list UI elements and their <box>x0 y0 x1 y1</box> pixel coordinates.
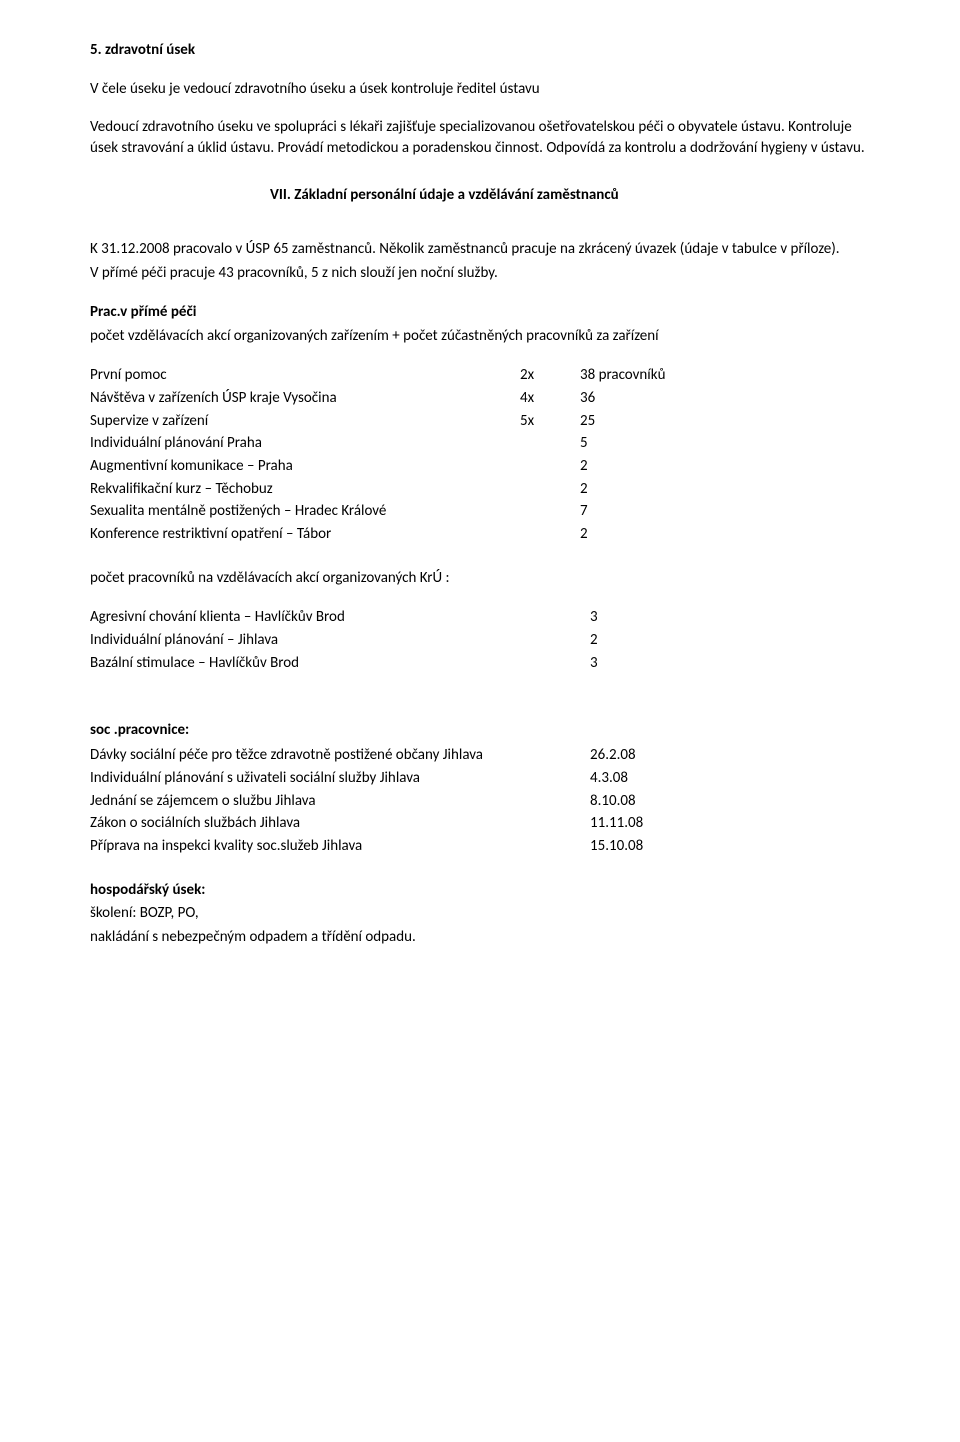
table-row: Bazální stimulace – Havlíčkův Brod 3 <box>90 652 870 675</box>
table-row: Augmentivní komunikace – Praha 2 <box>90 455 870 478</box>
soc-table: Dávky sociální péče pro těžce zdravotně … <box>90 744 870 857</box>
cell-label: Individuální plánování – Jihlava <box>90 629 590 652</box>
cell-value: 26.2.08 <box>590 744 870 767</box>
table-row: Jednání se zájemcem o službu Jihlava 8.1… <box>90 790 870 813</box>
cell-label: Příprava na inspekci kvality soc.služeb … <box>90 835 590 858</box>
cell-label: Jednání se zájemcem o službu Jihlava <box>90 790 590 813</box>
hosp-line-2: nakládání s nebezpečným odpadem a tříděn… <box>90 927 870 948</box>
cell-label: Agresivní chování klienta – Havlíčkův Br… <box>90 606 590 629</box>
cell-value: 15.10.08 <box>590 835 870 858</box>
page-content: 5. zdravotní úsek V čele úseku je vedouc… <box>0 0 960 991</box>
cell-label: Sexualita mentálně postižených – Hradec … <box>90 500 520 523</box>
cell-label: Bazální stimulace – Havlíčkův Brod <box>90 652 590 675</box>
section-5-heading: 5. zdravotní úsek <box>90 40 870 61</box>
cell-value: 2 <box>580 478 870 501</box>
cell-value: 25 <box>580 410 870 433</box>
cell-label: Rekvalifikační kurz – Těchobuz <box>90 478 520 501</box>
cell-label: První pomoc <box>90 364 520 387</box>
table-row: Individuální plánování Praha 5 <box>90 432 870 455</box>
table-row: Zákon o sociálních službách Jihlava 11.1… <box>90 812 870 835</box>
section-5-para-1: V čele úseku je vedoucí zdravotního úsek… <box>90 79 870 100</box>
cell-count: 2x <box>520 364 580 387</box>
table-row: Rekvalifikační kurz – Těchobuz 2 <box>90 478 870 501</box>
cell-value: 8.10.08 <box>590 790 870 813</box>
cell-value: 3 <box>590 652 870 675</box>
section-vii-heading: VII. Základní personální údaje a vzděláv… <box>90 185 870 206</box>
kru-table: Agresivní chování klienta – Havlíčkův Br… <box>90 606 870 674</box>
cell-label: Konference restriktivní opatření – Tábor <box>90 523 520 546</box>
section-5-para-2: Vedoucí zdravotního úseku ve spolupráci … <box>90 117 870 158</box>
table-row: První pomoc 2x 38 pracovníků <box>90 364 870 387</box>
cell-value: 2 <box>590 629 870 652</box>
cell-value: 38 pracovníků <box>580 364 870 387</box>
cell-value: 2 <box>580 455 870 478</box>
cell-count <box>520 432 580 455</box>
table-row: Příprava na inspekci kvality soc.služeb … <box>90 835 870 858</box>
table-row: Individuální plánování s uživateli sociá… <box>90 767 870 790</box>
table-row: Individuální plánování – Jihlava 2 <box>90 629 870 652</box>
cell-count: 4x <box>520 387 580 410</box>
table-row: Agresivní chování klienta – Havlíčkův Br… <box>90 606 870 629</box>
cell-value: 2 <box>580 523 870 546</box>
kru-heading: počet pracovníků na vzdělávacích akcí or… <box>90 568 870 589</box>
table-row: Dávky sociální péče pro těžce zdravotně … <box>90 744 870 767</box>
cell-count <box>520 500 580 523</box>
cell-label: Zákon o sociálních službách Jihlava <box>90 812 590 835</box>
cell-label: Individuální plánování s uživateli sociá… <box>90 767 590 790</box>
hosp-line-1: školení: BOZP, PO, <box>90 903 870 924</box>
cell-count <box>520 478 580 501</box>
prime-subheading: počet vzdělávacích akcí organizovaných z… <box>90 326 870 347</box>
vii-para-1: K 31.12.2008 pracovalo v ÚSP 65 zaměstna… <box>90 239 870 260</box>
table-row: Návštěva v zařízeních ÚSP kraje Vysočina… <box>90 387 870 410</box>
vii-para-2: V přímé péči pracuje 43 pracovníků, 5 z … <box>90 263 870 284</box>
table-row: Supervize v zařízení 5x 25 <box>90 410 870 433</box>
cell-label: Supervize v zařízení <box>90 410 520 433</box>
cell-value: 3 <box>590 606 870 629</box>
cell-value: 11.11.08 <box>590 812 870 835</box>
cell-label: Návštěva v zařízeních ÚSP kraje Vysočina <box>90 387 520 410</box>
cell-label: Dávky sociální péče pro těžce zdravotně … <box>90 744 590 767</box>
hosp-heading: hospodářský úsek: <box>90 880 870 901</box>
cell-count <box>520 455 580 478</box>
table-row: Sexualita mentálně postižených – Hradec … <box>90 500 870 523</box>
cell-value: 5 <box>580 432 870 455</box>
cell-label: Augmentivní komunikace – Praha <box>90 455 520 478</box>
prime-heading: Prac.v přímé péči <box>90 302 870 323</box>
cell-count: 5x <box>520 410 580 433</box>
cell-value: 36 <box>580 387 870 410</box>
soc-heading: soc .pracovnice: <box>90 720 870 741</box>
cell-value: 7 <box>580 500 870 523</box>
prime-heading-bold: Prac.v přímé péči <box>90 303 196 321</box>
cell-count <box>520 523 580 546</box>
prime-table: První pomoc 2x 38 pracovníků Návštěva v … <box>90 364 870 546</box>
cell-value: 4.3.08 <box>590 767 870 790</box>
table-row: Konference restriktivní opatření – Tábor… <box>90 523 870 546</box>
cell-label: Individuální plánování Praha <box>90 432 520 455</box>
